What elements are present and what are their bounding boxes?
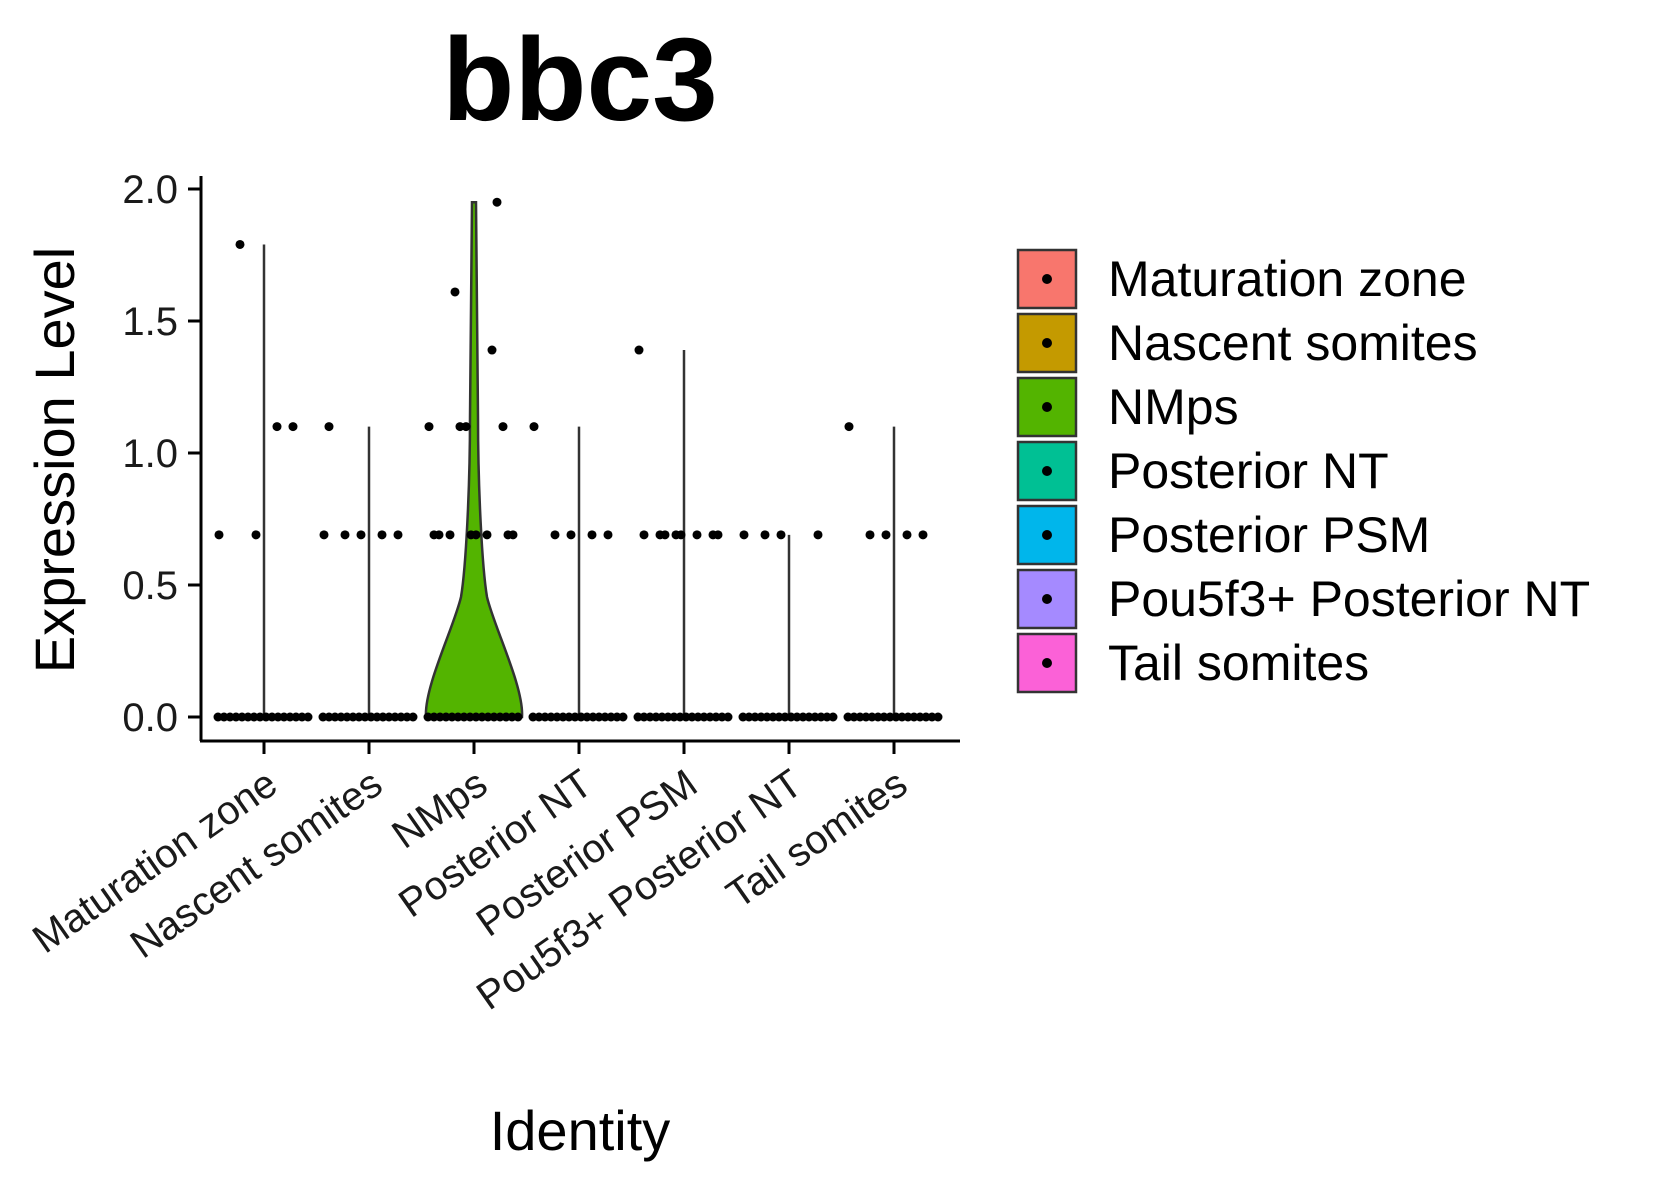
data-point — [356, 530, 366, 540]
data-point — [471, 530, 481, 540]
data-point — [603, 530, 613, 540]
data-point — [251, 530, 261, 540]
y-tick-label: 0.5 — [122, 564, 178, 608]
data-point — [445, 530, 455, 540]
data-point — [455, 422, 465, 432]
data-point — [639, 530, 649, 540]
data-point — [692, 530, 702, 540]
data-point — [319, 530, 329, 540]
data-point — [508, 530, 518, 540]
data-point — [424, 422, 434, 432]
legend-dot — [1042, 274, 1052, 284]
data-point — [550, 530, 560, 540]
data-point — [529, 422, 539, 432]
data-point — [492, 197, 502, 207]
data-point — [713, 530, 723, 540]
data-point — [776, 530, 786, 540]
data-point — [676, 530, 686, 540]
data-point — [235, 239, 245, 249]
legend-label: Posterior PSM — [1108, 507, 1430, 563]
data-point — [214, 530, 224, 540]
legend-label: NMps — [1108, 379, 1239, 435]
data-point — [933, 712, 943, 722]
legend-dot — [1042, 530, 1052, 540]
data-point — [513, 712, 523, 722]
data-point — [393, 530, 403, 540]
data-point — [288, 422, 298, 432]
legend: Maturation zone Nascent somites NMps Poster… — [1016, 248, 1590, 694]
legend-dot — [1042, 338, 1052, 348]
data-point — [450, 287, 460, 297]
data-point — [482, 530, 492, 540]
data-point — [828, 712, 838, 722]
data-point — [618, 712, 628, 722]
violin-nmps — [424, 200, 524, 719]
data-point — [566, 530, 576, 540]
data-point — [587, 530, 597, 540]
data-point — [918, 530, 928, 540]
data-point — [881, 530, 891, 540]
x-axis-title: Identity — [490, 1099, 671, 1162]
y-tick-label: 0.0 — [122, 696, 178, 740]
legend-label: Posterior NT — [1108, 443, 1389, 499]
data-point — [498, 422, 508, 432]
data-point — [324, 422, 334, 432]
legend-dot — [1042, 658, 1052, 668]
y-tick-label: 1.0 — [122, 432, 178, 476]
y-axis-title: Expression Level — [23, 247, 86, 673]
data-point — [760, 530, 770, 540]
y-tick-label: 1.5 — [122, 300, 178, 344]
data-point — [660, 530, 670, 540]
legend-label: Pou5f3+ Posterior NT — [1108, 571, 1590, 627]
y-tick-label: 2.0 — [122, 168, 178, 212]
data-point — [865, 530, 875, 540]
legend-label: Maturation zone — [1108, 251, 1467, 307]
chart-title: bbc3 — [442, 14, 717, 146]
data-point — [434, 530, 444, 540]
legend-dot — [1042, 594, 1052, 604]
legend-dot — [1042, 402, 1052, 412]
legend-dot — [1042, 466, 1052, 476]
y-axis-ticks: 0.0 0.5 1.0 1.5 2.0 — [122, 168, 200, 740]
data-point — [902, 530, 912, 540]
data-point — [844, 422, 854, 432]
data-point — [408, 712, 418, 722]
data-point — [377, 530, 387, 540]
legend-label: Tail somites — [1108, 635, 1369, 691]
data-point — [272, 422, 282, 432]
data-point — [634, 345, 644, 355]
legend-label: Nascent somites — [1108, 315, 1478, 371]
plot-area — [213, 197, 943, 722]
data-point — [739, 530, 749, 540]
data-point — [813, 530, 823, 540]
data-point — [340, 530, 350, 540]
data-point — [723, 712, 733, 722]
data-point — [487, 345, 497, 355]
data-point — [303, 712, 313, 722]
